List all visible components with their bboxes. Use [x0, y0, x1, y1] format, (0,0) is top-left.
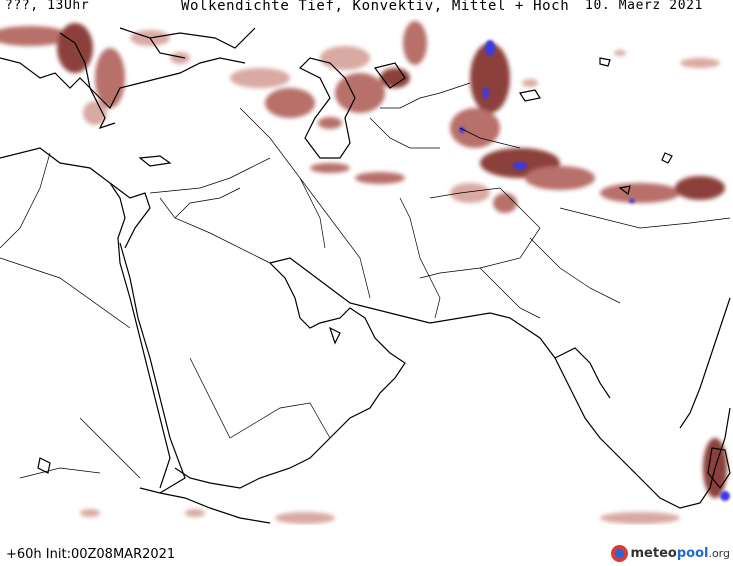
forecast-time-label: ???, 13Uhr [5, 0, 90, 13]
map-title: Wolkendichte Tief, Konvektiv, Mittel + H… [181, 0, 570, 14]
borders [0, 82, 731, 479]
meteopool-logo[interactable]: meteopool.org [610, 545, 731, 562]
meteopool-logo-text: meteopool.org [630, 546, 731, 561]
forecast-run-label: +60h Init:00Z08MAR2021 [6, 547, 176, 562]
cloud-layer [0, 21, 730, 524]
meteopool-logo-icon [610, 545, 628, 562]
forecast-date-label: 10. Maerz 2021 [585, 0, 703, 13]
coastlines [0, 27, 731, 524]
cloud-density-map [0, 21, 731, 524]
